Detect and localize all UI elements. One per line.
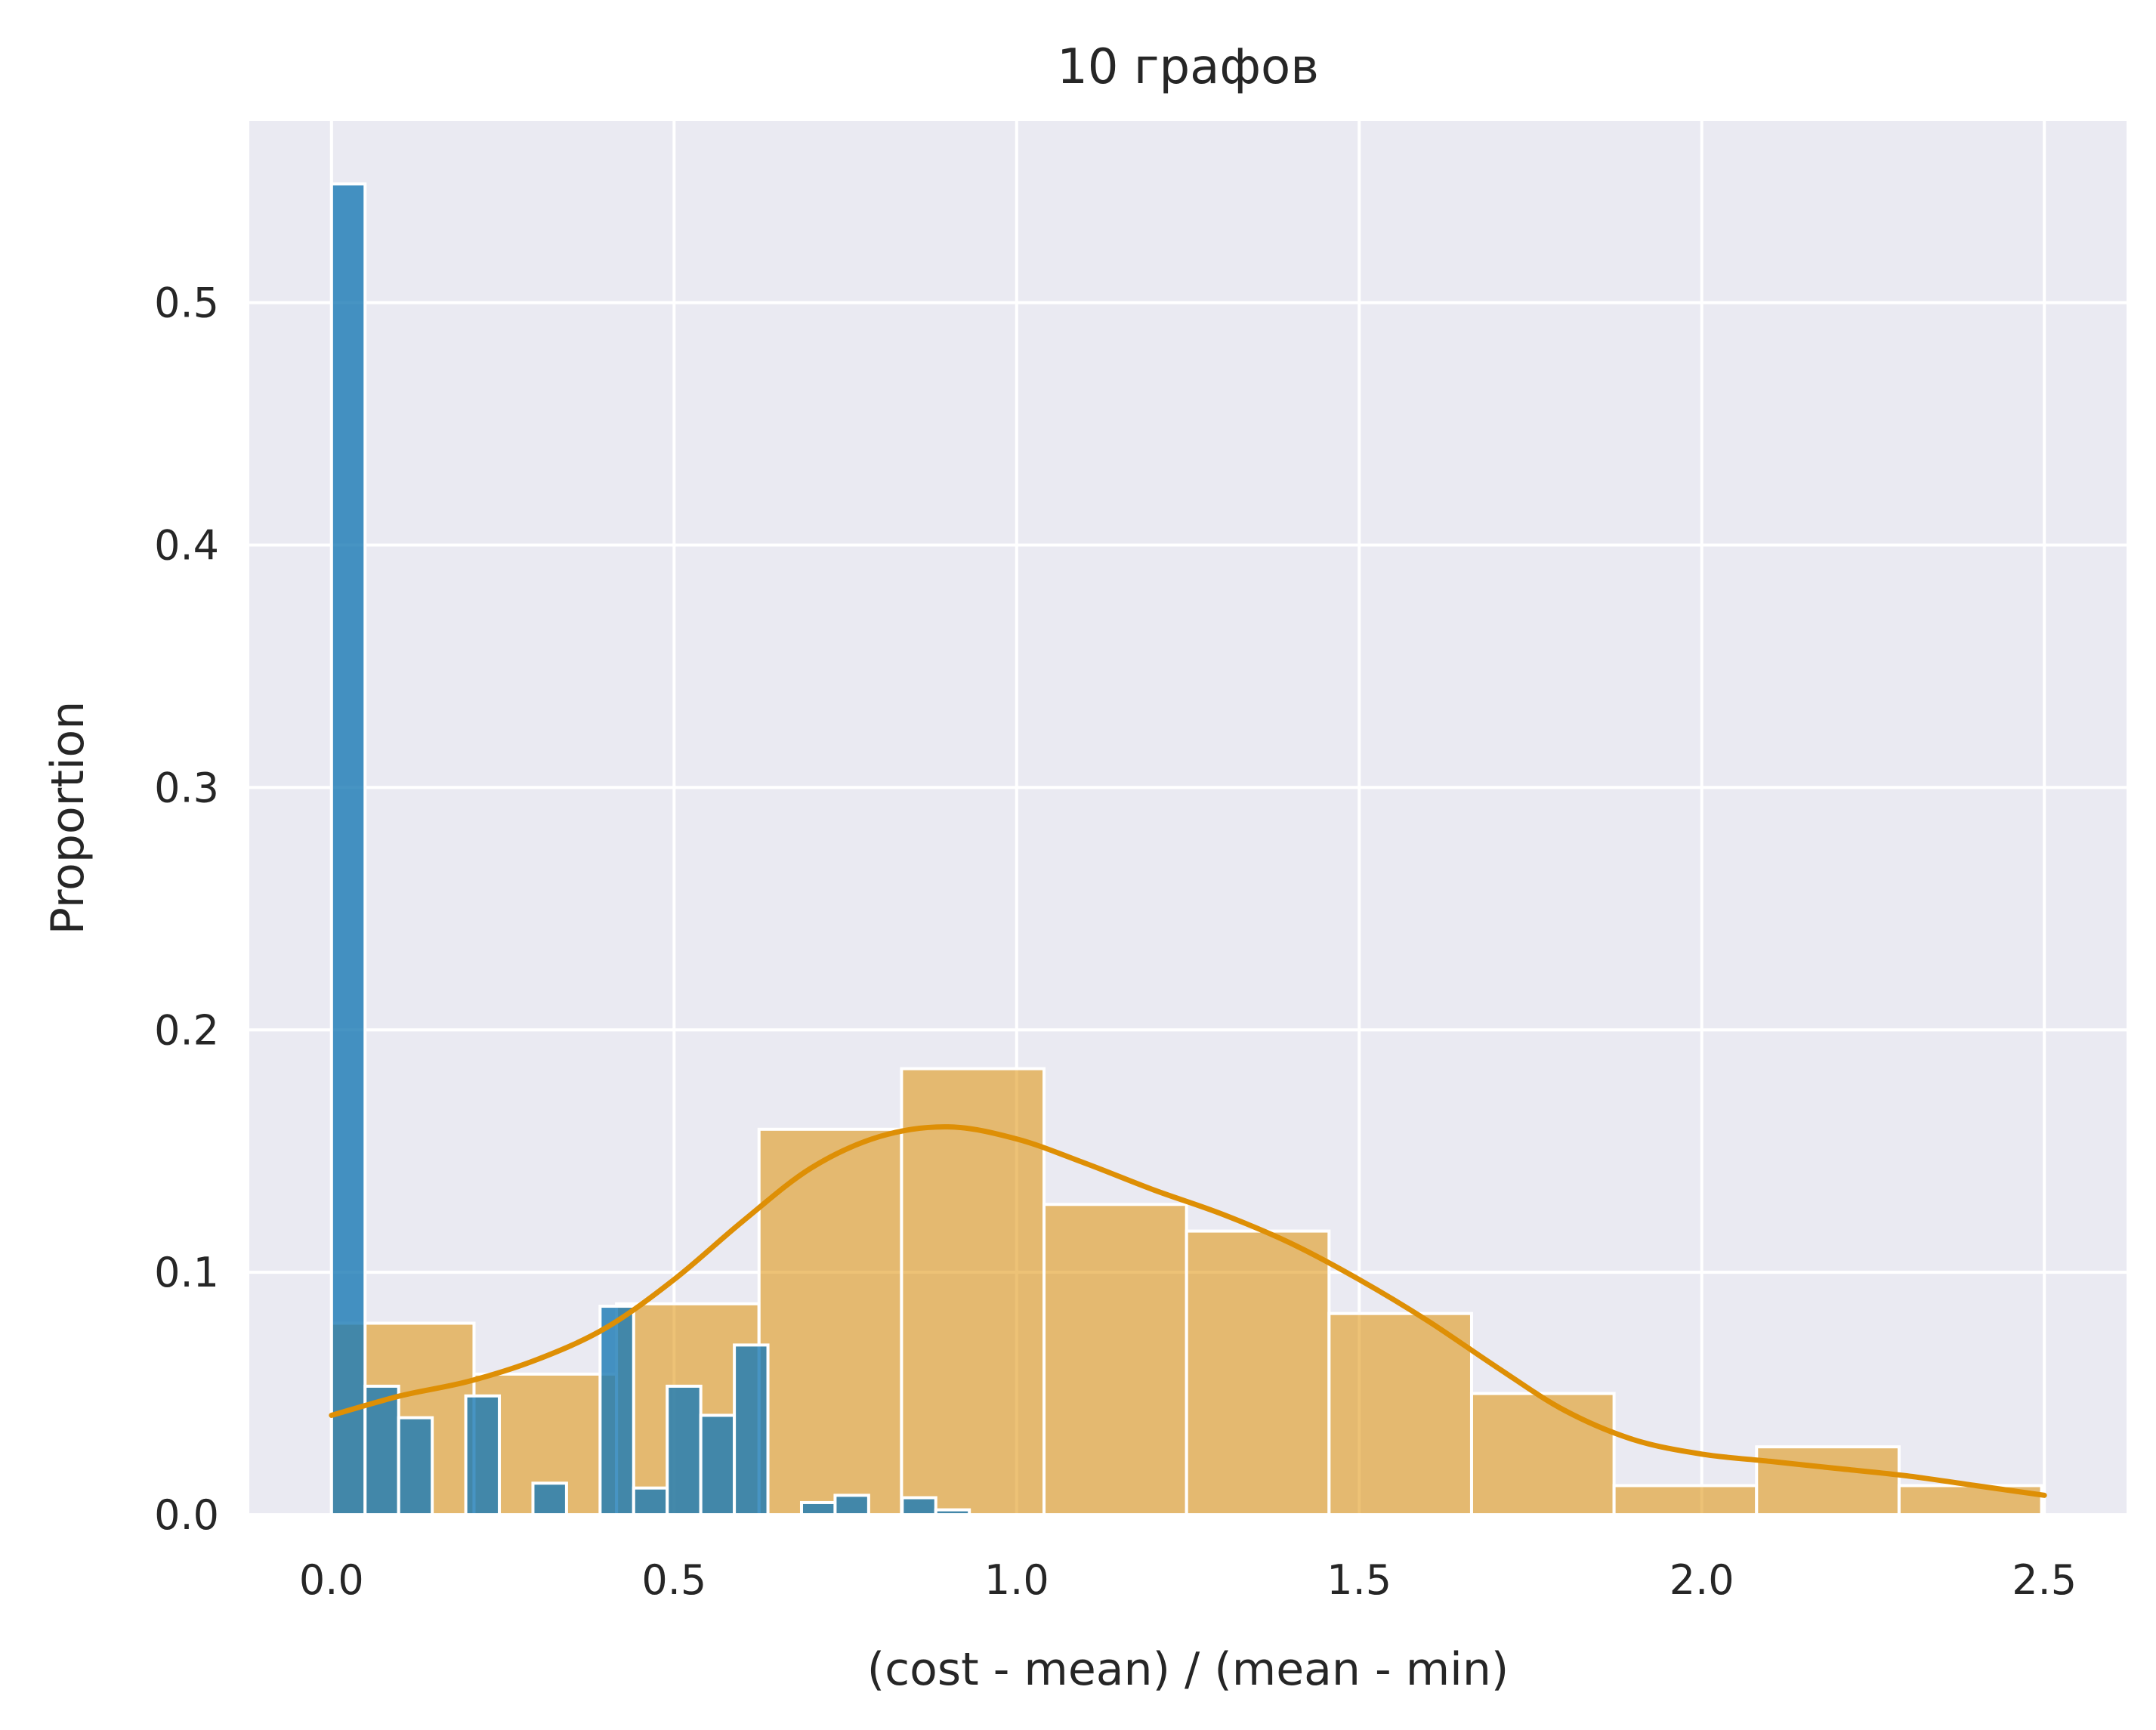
x-tick-label: 2.0 [1670, 1556, 1734, 1604]
x-tick-label: 1.0 [984, 1556, 1049, 1604]
histogram-bar [799, 1500, 837, 1517]
histogram-bar [632, 1486, 669, 1516]
blue-histogram-series [329, 182, 971, 1517]
histogram-bar [1042, 1203, 1188, 1517]
histogram-bar [733, 1343, 770, 1517]
tick-labels: 0.0 0.5 1.0 1.5 2.0 2.5 0.0 0.1 0.2 0.3 0.4 0.5 [154, 280, 2077, 1604]
y-tick-label: 0.4 [154, 522, 219, 570]
histogram-bar [531, 1481, 568, 1517]
histogram-bar [666, 1384, 703, 1516]
histogram-bar [934, 1508, 971, 1517]
histogram-bar [397, 1416, 434, 1517]
histogram-bar [1612, 1484, 1759, 1516]
kde-curve [329, 1124, 2047, 1498]
histogram-bar [598, 1305, 635, 1516]
histogram-bar [900, 1067, 1046, 1516]
y-tick-label: 0.0 [154, 1491, 219, 1539]
histogram-bar [1469, 1392, 1616, 1516]
x-tick-label: 0.0 [299, 1556, 364, 1604]
kde-curve-layer [329, 1124, 2047, 1498]
x-tick-label: 2.5 [2012, 1556, 2077, 1604]
histogram-bar [329, 182, 367, 1516]
y-tick-label: 0.2 [154, 1006, 219, 1054]
x-tick-label: 0.5 [641, 1556, 706, 1604]
x-axis-label: (cost - mean) / (mean - min) [867, 1643, 1509, 1696]
y-tick-label: 0.1 [154, 1249, 219, 1296]
chart-title: 10 графов [1057, 39, 1319, 95]
histogram-bar [833, 1494, 870, 1517]
y-tick-label: 0.5 [154, 280, 219, 327]
histogram-bar [464, 1394, 502, 1517]
histogram-bar [900, 1496, 937, 1517]
histogram-bar [1327, 1311, 1473, 1516]
histogram-bar [1755, 1445, 1901, 1516]
y-tick-label: 0.3 [154, 764, 219, 811]
histogram-bar [1185, 1229, 1331, 1517]
histogram-bar [757, 1127, 903, 1516]
y-axis-label: Proportion [42, 701, 94, 935]
histogram-bar [699, 1413, 737, 1516]
x-tick-label: 1.5 [1327, 1556, 1392, 1604]
